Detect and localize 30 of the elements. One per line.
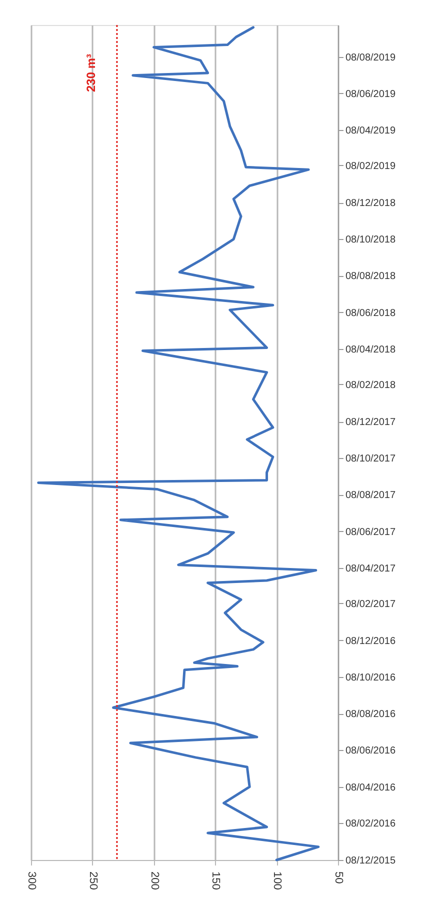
x-tick-label: 100 [271, 872, 284, 890]
y-tick-label: 08/10/2017 [346, 454, 396, 465]
y-tick-label: 08/06/2016 [346, 746, 396, 757]
x-tick-label: 250 [86, 872, 99, 890]
y-tick-label: 08/04/2016 [346, 782, 396, 794]
y-tick-label: 08/02/2018 [346, 380, 396, 391]
y-tick-label: 08/04/2018 [346, 344, 396, 356]
y-tick-label: 08/06/2019 [346, 88, 396, 100]
x-tick-label: 150 [210, 872, 222, 890]
y-tick-label: 08/02/2017 [346, 598, 396, 610]
y-tick-label: 08/10/2016 [346, 672, 396, 684]
y-tick-label: 08/04/2017 [346, 563, 396, 574]
y-tick-label: 08/12/2017 [346, 417, 396, 428]
y-tick-label: 08/12/2018 [346, 198, 396, 210]
y-tick-label: 08/02/2016 [346, 818, 396, 830]
y-tick-label: 08/04/2019 [346, 125, 396, 136]
y-tick-label: 08/08/2016 [346, 709, 396, 720]
x-tick-label: 300 [26, 872, 38, 890]
y-tick-label: 08/06/2017 [346, 526, 396, 538]
y-tick-label: 08/08/2018 [346, 271, 396, 282]
y-tick-label: 08/08/2017 [346, 490, 396, 502]
x-tick-label: 200 [148, 872, 160, 890]
ref-line-label: 230 m³ [84, 54, 98, 92]
y-tick-label: 08/02/2019 [346, 160, 396, 172]
x-tick-label: 50 [332, 872, 344, 884]
y-tick-label: 08/10/2018 [346, 234, 396, 246]
y-tick-label: 08/12/2015 [346, 856, 396, 866]
y-tick-label: 08/12/2016 [346, 636, 396, 647]
y-tick-label: 08/06/2018 [346, 308, 396, 319]
y-tick-label: 08/08/2019 [346, 52, 396, 64]
